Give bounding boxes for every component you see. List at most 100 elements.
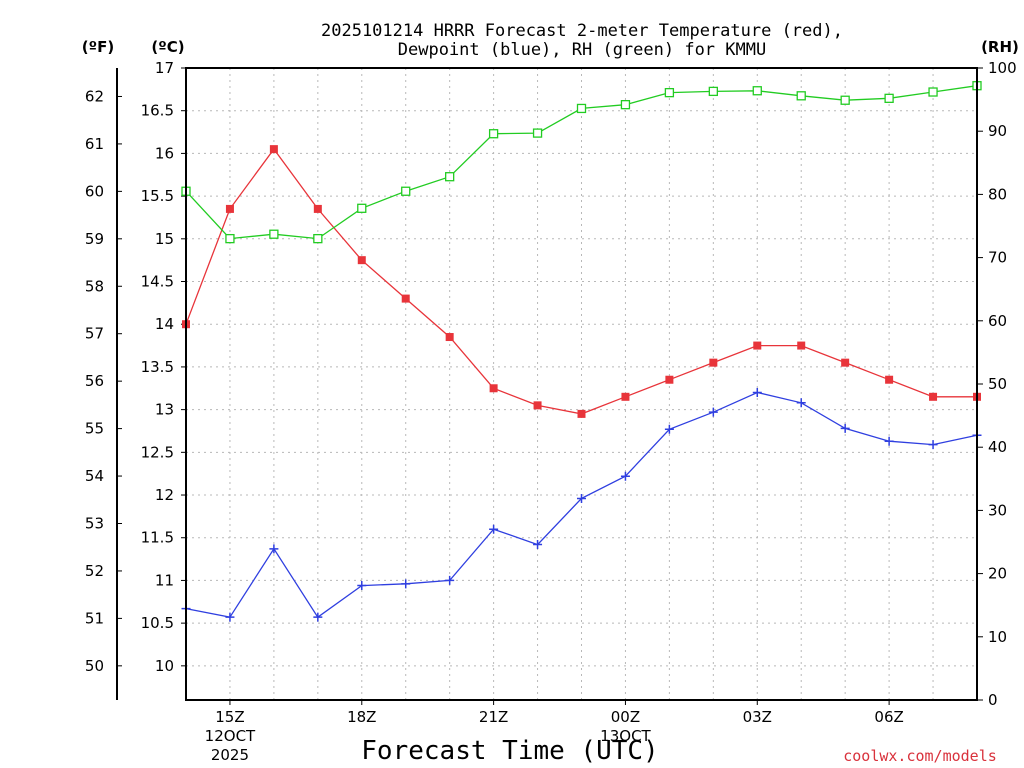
series-layer — [181, 81, 982, 622]
axis-layer: 10 10.5 11 11.5 12 12.5 13 13.5 14 14.5 15 15.5 16 16… — [85, 59, 1017, 764]
celsius-tick-label: 11.5 — [141, 529, 174, 547]
rh-point — [357, 203, 367, 213]
temperature-point — [665, 375, 674, 384]
dewpoint-point — [225, 612, 235, 622]
rh-tick-label: 20 — [988, 565, 1007, 583]
dewpoint-point — [884, 436, 894, 446]
celsius-tick-label: 16.5 — [141, 102, 174, 120]
chart-title-line1: 2025101214 HRRR Forecast 2-meter Tempera… — [321, 21, 843, 41]
x-axis-title: Forecast Time (UTC) — [361, 736, 658, 766]
dewpoint-point — [357, 581, 367, 591]
rh-tick-label: 100 — [988, 59, 1017, 77]
dewpoint-point — [445, 575, 455, 585]
fahrenheit-tick-label: 52 — [85, 562, 104, 580]
rh-point — [620, 100, 631, 110]
celsius-tick-label: 10.5 — [141, 614, 174, 632]
rh-tick-label: 80 — [988, 185, 1007, 203]
dewpoint-point — [620, 471, 630, 481]
rh-point — [401, 186, 411, 196]
x-tick-label: 21Z — [479, 708, 508, 726]
temperature-point — [533, 401, 542, 410]
dewpoint-point — [269, 544, 279, 554]
chart-title-line2: Dewpoint (blue), RH (green) for KMMU — [398, 40, 766, 60]
x-tick-label: 12OCT — [205, 727, 256, 745]
rh-point — [928, 87, 938, 97]
celsius-tick-label: 14 — [155, 315, 174, 333]
rh-point — [752, 86, 762, 96]
dewpoint-point — [533, 540, 543, 550]
rh-point — [840, 95, 850, 105]
temperature-point — [841, 358, 850, 367]
temperature-point — [269, 145, 278, 154]
rh-tick-label: 50 — [988, 375, 1007, 393]
fahrenheit-tick-label: 51 — [85, 609, 104, 627]
celsius-tick-label: 12 — [155, 486, 174, 504]
celsius-tick-label: 11 — [155, 571, 174, 589]
temperature-point — [445, 333, 454, 342]
x-tick-label: 18Z — [347, 708, 376, 726]
rh-tick-label: 40 — [988, 438, 1007, 456]
dewpoint-point — [796, 398, 806, 408]
fahrenheit-tick-label: 50 — [85, 657, 104, 675]
fahrenheit-tick-label: 57 — [85, 325, 104, 343]
fahrenheit-tick-label: 54 — [85, 467, 104, 485]
source-credit: coolwx.com/models — [843, 747, 997, 765]
x-tick-label: 03Z — [743, 708, 772, 726]
temperature-point — [357, 256, 366, 265]
rh-point — [576, 103, 587, 114]
rh-tick-label: 60 — [988, 312, 1007, 330]
temperature-point — [577, 409, 586, 418]
dewpoint-point — [313, 612, 323, 622]
fahrenheit-tick-label: 58 — [85, 277, 104, 295]
temperature-point — [489, 384, 498, 393]
fahrenheit-unit-label: (ºF) — [82, 38, 114, 56]
dewpoint-point — [928, 440, 938, 450]
x-tick-label: 15Z — [215, 708, 244, 726]
rh-tick-label: 30 — [988, 501, 1007, 519]
celsius-tick-label: 13 — [155, 401, 174, 419]
rh-point — [445, 172, 455, 182]
temperature-point — [621, 392, 630, 401]
dewpoint-point — [401, 579, 411, 589]
rh-tick-label: 10 — [988, 628, 1007, 646]
temperature-point — [797, 341, 806, 350]
rh-point — [664, 87, 675, 98]
fahrenheit-tick-label: 62 — [85, 87, 104, 105]
temperature-point — [313, 204, 322, 213]
x-tick-label: 00Z — [611, 708, 640, 726]
rh-point — [708, 86, 718, 97]
fahrenheit-tick-label: 60 — [85, 182, 104, 200]
celsius-tick-label: 10 — [155, 657, 174, 675]
dewpoint-point — [708, 407, 718, 417]
rh-tick-label: 70 — [988, 249, 1007, 267]
rh-point — [488, 129, 499, 139]
rh-point — [225, 233, 235, 244]
dewpoint-point — [577, 493, 586, 503]
fahrenheit-tick-label: 53 — [85, 514, 104, 532]
fahrenheit-tick-label: 56 — [85, 372, 104, 390]
rh-point — [532, 128, 543, 138]
celsius-unit-label: (ºC) — [151, 38, 184, 56]
celsius-tick-label: 13.5 — [141, 358, 174, 376]
dewpoint-point — [752, 388, 762, 398]
celsius-tick-label: 15.5 — [141, 187, 174, 205]
fahrenheit-tick-label: 55 — [85, 420, 104, 438]
rh-tick-label: 90 — [988, 122, 1007, 140]
celsius-tick-label: 17 — [155, 59, 174, 77]
temperature-point — [885, 375, 894, 384]
grid-layer — [186, 67, 977, 700]
x-tick-label: 13OCT — [600, 727, 651, 745]
fahrenheit-tick-label: 59 — [85, 230, 104, 248]
temperature-point — [753, 341, 762, 350]
rh-unit-label: (RH) — [981, 38, 1019, 56]
fahrenheit-tick-label: 61 — [85, 135, 104, 153]
x-tick-label: 06Z — [874, 708, 903, 726]
celsius-tick-label: 15 — [155, 230, 174, 248]
rh-point — [796, 91, 806, 101]
dewpoint-point — [664, 424, 674, 434]
dewpoint-point — [489, 524, 499, 534]
temperature-point — [401, 294, 410, 303]
celsius-tick-label: 16 — [155, 144, 174, 162]
rh-tick-label: 0 — [988, 691, 998, 709]
